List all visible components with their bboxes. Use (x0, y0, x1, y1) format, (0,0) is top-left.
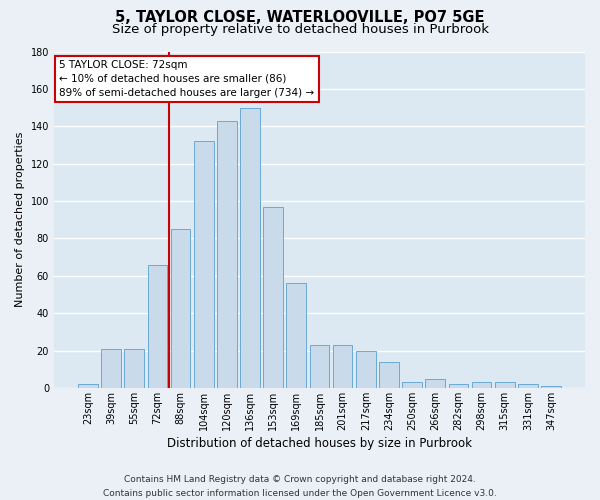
Text: Size of property relative to detached houses in Purbrook: Size of property relative to detached ho… (112, 22, 488, 36)
Bar (263, 206, 283, 388)
Bar (148, 264, 167, 388)
Bar (124, 348, 144, 388)
Bar (78, 384, 98, 388)
Bar (101, 348, 121, 388)
Bar (449, 384, 468, 388)
Text: 5 TAYLOR CLOSE: 72sqm
← 10% of detached houses are smaller (86)
89% of semi-deta: 5 TAYLOR CLOSE: 72sqm ← 10% of detached … (59, 60, 314, 98)
Bar (333, 345, 352, 388)
Bar (310, 345, 329, 388)
Bar (472, 382, 491, 388)
Bar (425, 378, 445, 388)
Bar (379, 362, 399, 388)
Bar (495, 382, 515, 388)
Bar (194, 141, 214, 388)
Text: Contains HM Land Registry data © Crown copyright and database right 2024.
Contai: Contains HM Land Registry data © Crown c… (103, 476, 497, 498)
X-axis label: Distribution of detached houses by size in Purbrook: Distribution of detached houses by size … (167, 437, 472, 450)
Bar (541, 386, 561, 388)
Text: 5, TAYLOR CLOSE, WATERLOOVILLE, PO7 5GE: 5, TAYLOR CLOSE, WATERLOOVILLE, PO7 5GE (115, 10, 485, 25)
Bar (240, 108, 260, 388)
Bar (356, 350, 376, 388)
Y-axis label: Number of detached properties: Number of detached properties (15, 132, 25, 308)
Bar (518, 384, 538, 388)
Bar (170, 229, 190, 388)
Bar (217, 120, 236, 388)
Bar (286, 283, 306, 388)
Bar (402, 382, 422, 388)
